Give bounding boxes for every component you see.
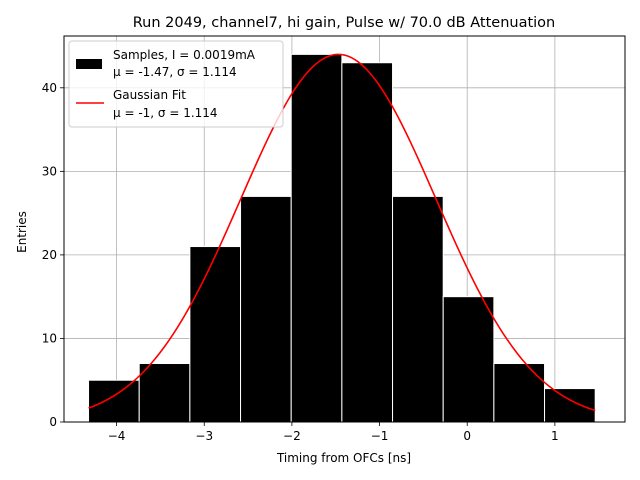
histogram-bar [290, 53, 343, 423]
histogram-bar [442, 296, 495, 423]
legend: Samples, I = 0.0019mA μ = -1.47, σ = 1.1… [68, 40, 284, 128]
histogram-bar [138, 363, 191, 423]
fit-curve [88, 53, 596, 412]
histogram-bar [493, 363, 546, 423]
x-tick-label: −4 [108, 429, 126, 443]
y-axis-label: Entries [15, 211, 29, 253]
legend-fit-stats: μ = -1, σ = 1.114 [113, 106, 218, 120]
y-tick-label: 20 [42, 248, 57, 262]
chart-title: Run 2049, channel7, hi gain, Pulse w/ 70… [133, 15, 556, 31]
legend-fit-label: Gaussian Fit [113, 88, 186, 102]
histogram-bar [392, 195, 444, 423]
histogram-bar [341, 62, 394, 423]
histogram-bar [189, 246, 242, 423]
x-tick-label: −3 [195, 429, 213, 443]
gaussian-fit [88, 53, 596, 412]
x-tick-label: −1 [371, 429, 389, 443]
legend-box [68, 40, 284, 128]
histogram-bars [88, 53, 596, 423]
y-tick-label: 0 [49, 415, 57, 429]
legend-histogram-label: Samples, I = 0.0019mA [113, 48, 256, 62]
histogram-bar [88, 379, 140, 423]
legend-histogram-swatch [76, 59, 102, 69]
histogram-bar [240, 195, 292, 423]
y-tick-label: 40 [42, 81, 57, 95]
histogram-bar [544, 388, 596, 423]
x-tick-label: 0 [463, 429, 471, 443]
legend-histogram-stats: μ = -1.47, σ = 1.114 [113, 65, 237, 79]
plot-frame [63, 35, 626, 423]
x-axis-label: Timing from OFCs [ns] [276, 451, 411, 465]
x-tick-label: 1 [551, 429, 559, 443]
y-tick-label: 10 [42, 331, 57, 345]
x-tick-label: −2 [283, 429, 301, 443]
y-tick-label: 30 [42, 164, 57, 178]
